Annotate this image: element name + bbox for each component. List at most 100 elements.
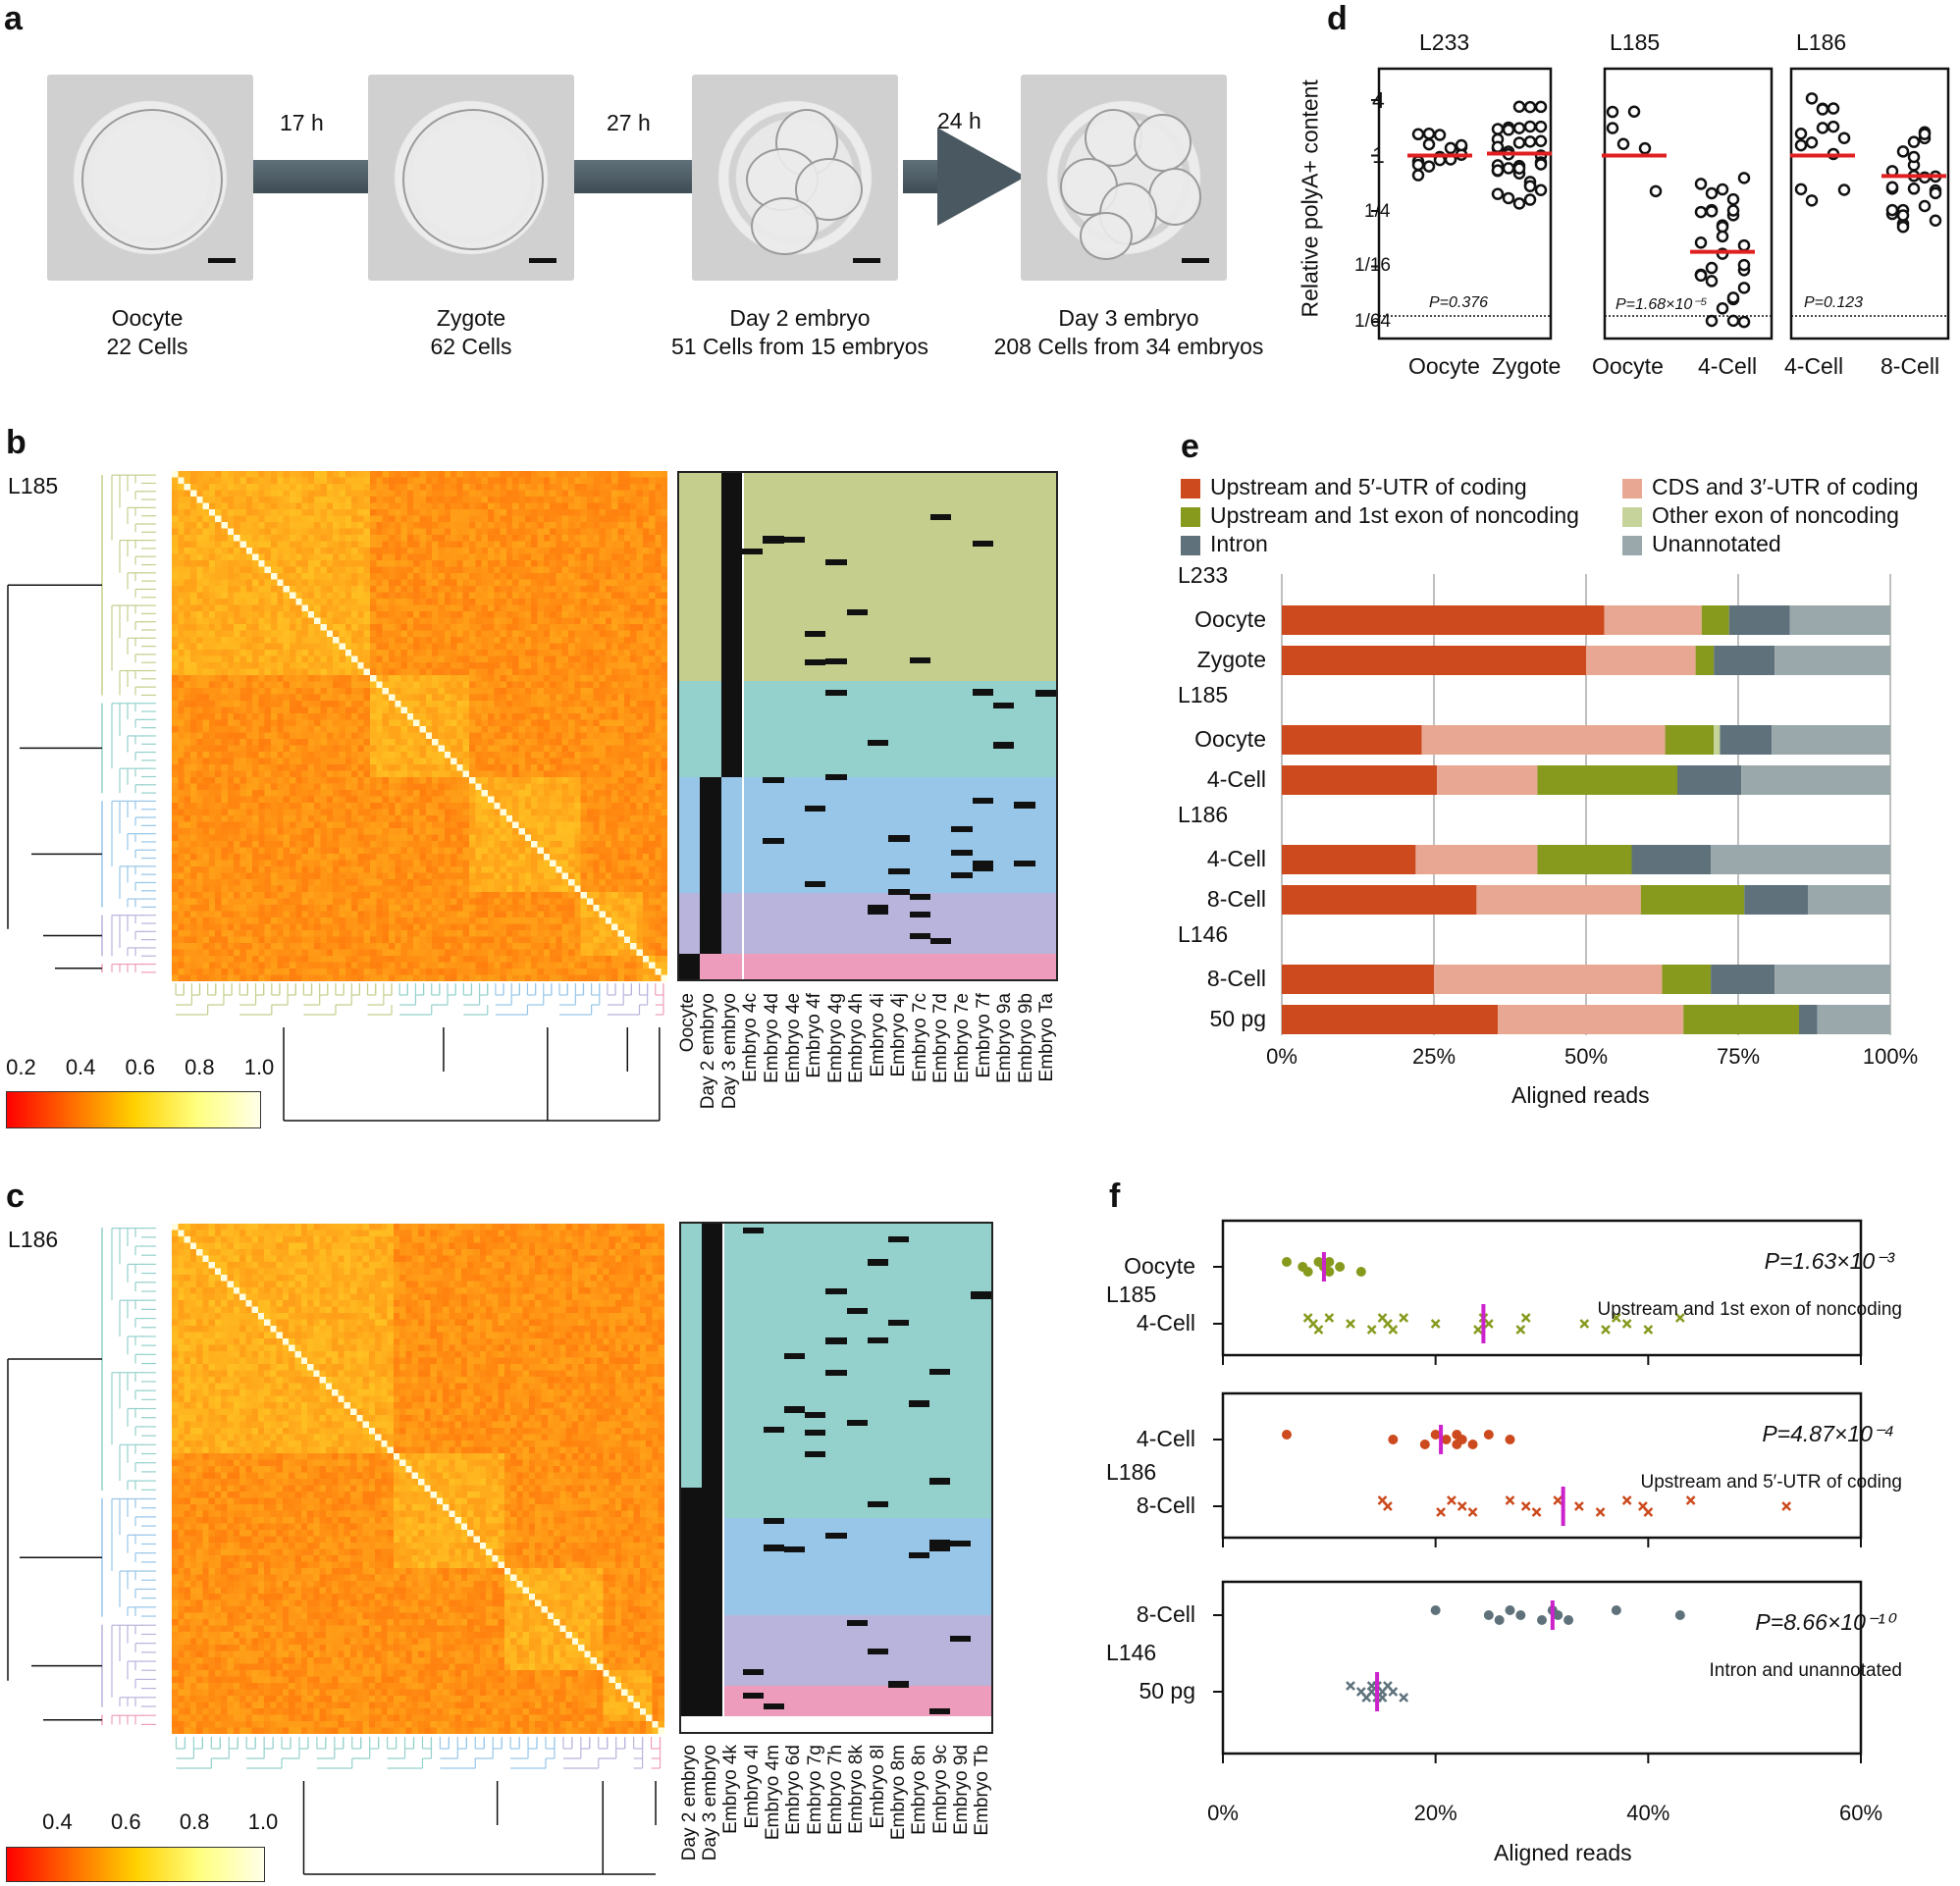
f-library: L186 bbox=[1106, 1459, 1157, 1485]
f-point bbox=[1436, 1507, 1446, 1517]
e-library: L146 bbox=[1178, 921, 1229, 947]
f-point bbox=[1302, 1267, 1313, 1277]
d-point bbox=[1794, 128, 1808, 140]
member-mark bbox=[805, 881, 826, 888]
column-label: Embryo 4e bbox=[782, 993, 804, 1083]
column-label: Day 3 embryo bbox=[700, 1745, 720, 1861]
d-xl-2: Oocyte bbox=[1592, 353, 1664, 379]
f-point bbox=[1483, 1610, 1494, 1620]
b-annotation-matrix bbox=[677, 471, 1058, 981]
d-lib-2: L186 bbox=[1796, 29, 1847, 55]
panel-label-d: d bbox=[1327, 0, 1348, 37]
e-bar-segment bbox=[1677, 765, 1742, 795]
member-mark bbox=[972, 861, 993, 867]
f-point bbox=[1553, 1610, 1563, 1620]
scale-tick: 0.6 bbox=[125, 1055, 156, 1079]
legend-label: CDS and 3′-UTR of coding bbox=[1652, 474, 1919, 499]
column-label: Oocyte bbox=[676, 993, 698, 1053]
member-mark bbox=[928, 1707, 950, 1714]
e-bar-segment bbox=[1775, 646, 1890, 675]
b-col-dendrogram bbox=[175, 983, 664, 1122]
d-point bbox=[1929, 186, 1942, 200]
member-mark bbox=[951, 872, 973, 879]
c-row-dendrogram bbox=[7, 1227, 156, 1726]
d-point bbox=[1805, 92, 1819, 105]
f-point bbox=[1457, 1435, 1467, 1444]
legend-item: CDS and 3′-UTR of coding bbox=[1622, 474, 1919, 500]
f-point bbox=[1674, 1610, 1685, 1620]
d-xl-1: Zygote bbox=[1492, 353, 1562, 379]
member-mark bbox=[825, 1288, 847, 1295]
d-point bbox=[1534, 134, 1548, 148]
column-label: Embryo 8n bbox=[909, 1745, 930, 1835]
member-mark bbox=[887, 1319, 909, 1326]
f-bottom-label: 50 pg bbox=[1139, 1678, 1195, 1703]
d-point bbox=[1805, 194, 1819, 207]
member-mark bbox=[846, 608, 868, 615]
member-mark bbox=[743, 1692, 765, 1699]
legend-swatch bbox=[1622, 478, 1642, 498]
member-mark bbox=[887, 1236, 909, 1243]
f-point bbox=[1595, 1507, 1606, 1517]
legend-item: Other exon of noncoding bbox=[1622, 502, 1899, 529]
e-x-tick: 0% bbox=[1266, 1044, 1298, 1069]
d-p-1: P=1.68×10⁻⁵ bbox=[1616, 296, 1708, 313]
f-top-label: 4-Cell bbox=[1136, 1426, 1195, 1451]
panel-d-ylabel: Relative polyA+ content bbox=[1297, 79, 1323, 318]
d-point bbox=[1885, 181, 1899, 193]
arrow-2 bbox=[574, 160, 702, 193]
member-mark bbox=[867, 1649, 888, 1655]
e-bar-segment bbox=[1695, 646, 1715, 675]
d-point bbox=[1534, 120, 1548, 133]
member-mark bbox=[743, 1228, 765, 1234]
d-point bbox=[1422, 127, 1436, 140]
f-point bbox=[1399, 1693, 1409, 1703]
e-row-label: 8-Cell bbox=[1206, 966, 1266, 991]
d-point bbox=[1444, 141, 1457, 155]
b-heatmap bbox=[172, 471, 667, 981]
day3-embryo-image bbox=[1021, 75, 1227, 281]
e-row-label: 8-Cell bbox=[1206, 886, 1266, 912]
f-point bbox=[1447, 1495, 1457, 1505]
f-point bbox=[1515, 1325, 1526, 1335]
d-point bbox=[1794, 138, 1808, 152]
f-xlabel: Aligned reads bbox=[1494, 1840, 1632, 1865]
d-point bbox=[1737, 282, 1751, 294]
d-point bbox=[1534, 158, 1548, 171]
stage-day2-name: Day 2 embryo bbox=[729, 305, 871, 331]
f-point bbox=[1282, 1257, 1292, 1267]
d-point bbox=[1737, 238, 1751, 252]
f-point bbox=[1399, 1313, 1409, 1323]
member-mark bbox=[868, 739, 889, 746]
d-frame-1 bbox=[1603, 67, 1774, 341]
column-label: Day 3 embryo bbox=[718, 993, 740, 1110]
d-point bbox=[1616, 137, 1630, 150]
f-bottom-label: 4-Cell bbox=[1136, 1310, 1195, 1336]
column-label: Embryo 4d bbox=[762, 993, 782, 1083]
f-point bbox=[1441, 1435, 1452, 1444]
member-mark bbox=[868, 908, 889, 915]
member-mark bbox=[909, 893, 930, 901]
d-ytick-0: 4 bbox=[1372, 87, 1385, 113]
member-mark bbox=[972, 541, 993, 548]
d-point bbox=[1726, 192, 1740, 206]
d-ytick-3: 1/16 bbox=[1354, 255, 1391, 276]
member-mark bbox=[702, 1224, 723, 1717]
column-label: Day 2 embryo bbox=[698, 993, 719, 1110]
e-xlabel: Aligned reads bbox=[1511, 1082, 1650, 1108]
member-mark bbox=[763, 537, 784, 544]
d-point bbox=[1694, 269, 1708, 283]
column-label: Embryo 9b bbox=[1015, 993, 1036, 1083]
b-colorscale bbox=[6, 1091, 261, 1128]
e-row-label: Oocyte bbox=[1194, 606, 1266, 632]
f-point bbox=[1601, 1325, 1611, 1335]
f-point bbox=[1355, 1267, 1366, 1277]
stage-zygote-name: Zygote bbox=[436, 305, 506, 331]
member-mark bbox=[805, 630, 826, 638]
d-ytick-1: 1 bbox=[1372, 142, 1385, 168]
d-point bbox=[1837, 131, 1851, 144]
e-bar-segment bbox=[1282, 1005, 1499, 1034]
d-point bbox=[1726, 291, 1740, 304]
member-mark bbox=[743, 1668, 765, 1675]
d-frame-0 bbox=[1377, 67, 1553, 341]
